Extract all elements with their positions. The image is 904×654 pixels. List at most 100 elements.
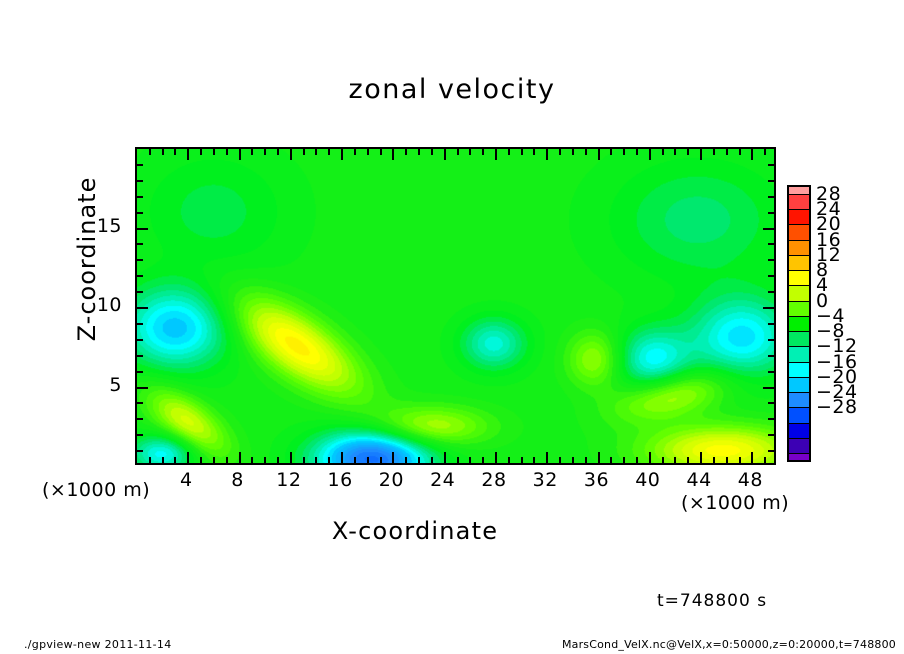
x-axis-tick [302,149,305,155]
x-axis-tick [559,149,562,155]
colorbar-cell [789,315,809,332]
x-axis-tick [174,457,177,463]
z-axis-tick [763,307,774,309]
x-axis-tick [700,452,703,463]
x-axis-tick [482,149,485,155]
x-axis-tick [353,149,356,155]
x-axis-tick [520,149,523,155]
x-axis-tick [635,149,638,155]
z-axis-tick [137,291,143,294]
colorbar-cell [789,209,809,225]
x-axis-tick [738,457,741,463]
x-axis-tick [264,149,267,155]
z-axis-tick [137,322,143,325]
x-axis-tick [623,457,626,463]
y-axis-units: (×1000 m) [42,479,151,501]
z-axis-tick [137,370,143,373]
z-axis-tick-label: 5 [109,373,122,396]
x-axis-tick [315,149,318,155]
colorbar-tick-label: 20 [816,213,842,236]
x-axis-tick [584,149,587,155]
z-axis-tick [137,211,143,214]
colorbar-cell [789,270,809,286]
x-axis-tick-label: 28 [481,469,507,491]
colorbar-tick-label: 24 [816,198,842,221]
x-axis-tick [738,149,741,155]
colorbar-cell [789,285,809,301]
x-axis-tick [353,457,356,463]
z-axis-tick [137,163,143,166]
x-axis-tick-label: 36 [583,469,610,491]
x-axis-tick [277,149,280,155]
colorbar-cell [789,407,809,423]
z-axis-tick [763,227,774,230]
x-axis-tick [443,149,446,160]
x-axis-tick [315,457,318,463]
x-axis-tick-label: 20 [378,469,404,491]
x-axis-tick [674,149,677,155]
z-axis-tick [137,275,143,278]
x-axis-tick [251,457,254,463]
x-axis-units: (×1000 m) [681,492,790,514]
x-axis-tick [559,457,562,463]
colorbar-cell [789,361,809,377]
z-axis-tick [137,354,143,357]
z-axis-tick [137,402,143,405]
colorbar-cell [789,437,809,453]
x-axis-tick [648,452,651,463]
z-axis-tick [768,243,774,246]
x-axis-tick [148,457,151,463]
x-axis-tick [251,149,254,155]
y-axis-title: Z-coordinate [73,176,101,342]
x-axis-tick [212,149,215,155]
x-axis-tick [456,457,459,463]
x-axis-title: X-coordinate [331,517,499,545]
x-axis-tick [405,457,408,463]
x-axis-tick [725,149,728,155]
colorbar-cell [789,346,809,362]
x-axis-tick [328,457,331,463]
x-axis-tick [212,457,215,463]
x-axis-tick [533,149,536,155]
z-axis-tick [137,434,143,437]
x-axis-tick [264,457,267,463]
x-axis-tick [418,457,421,463]
z-axis-tick-label: 15 [96,214,122,237]
x-axis-tick [430,457,433,463]
x-axis-tick [174,149,177,155]
z-axis-tick [137,227,148,230]
x-axis-tick [494,452,497,463]
x-axis-tick [687,149,690,155]
x-axis-tick [674,457,677,463]
z-axis-tick [137,338,143,341]
colorbar-tick-label: −24 [816,381,858,404]
colorbar-cell [789,422,809,438]
x-axis-tick [187,149,190,160]
x-axis-tick [610,149,613,155]
x-axis-tick [302,457,305,463]
x-axis-tick-label: 40 [635,469,661,491]
x-axis-tick [366,149,369,155]
x-axis-tick [148,149,151,155]
x-axis-tick [225,149,228,155]
colorbar-cell [789,453,809,460]
z-axis-tick [137,179,143,182]
colorbar-cell [789,254,809,271]
z-axis-tick [768,418,774,421]
colorbar-tick-label: 12 [816,243,842,266]
x-axis-tick [533,457,536,463]
x-axis-tick [418,149,421,155]
x-axis-tick [443,452,446,463]
z-axis-tick [768,402,774,405]
x-axis-tick [289,149,292,160]
x-axis-tick [751,452,754,463]
colorbar-tick-label: −16 [816,350,858,373]
x-axis-tick [712,149,715,155]
x-axis-tick [520,457,523,463]
colorbar-tick-label: −20 [816,365,858,388]
colorbar-cell [789,187,809,194]
x-axis-tick [430,149,433,155]
x-axis-tick-label: 48 [737,469,763,491]
colorbar-tick-label: 0 [816,289,829,312]
z-axis-tick [763,386,774,389]
